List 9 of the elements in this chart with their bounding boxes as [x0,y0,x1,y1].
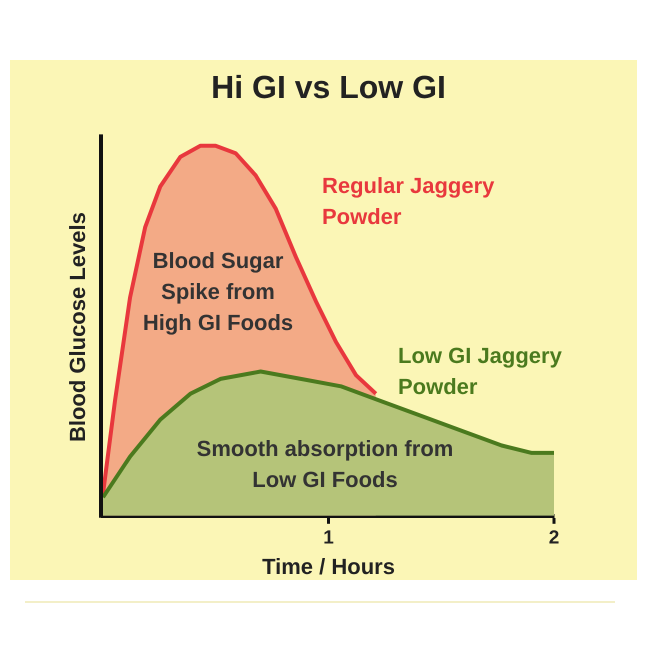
annotation: Smooth absorption from Low GI Foods [196,435,454,494]
x-axis-title: Time / Hours [262,554,395,579]
chart-title: Hi GI vs Low GI [211,69,446,106]
annotation: Blood Sugar Spike from High GI Foods [142,247,294,337]
x-tick-label: 1 [323,527,334,548]
series-label: Regular Jaggery Powder [322,172,496,231]
series-label: Low GI Jaggery Powder [398,342,563,401]
y-axis-title: Blood Glucose Levels [65,212,90,442]
x-tick-label: 2 [548,527,560,548]
